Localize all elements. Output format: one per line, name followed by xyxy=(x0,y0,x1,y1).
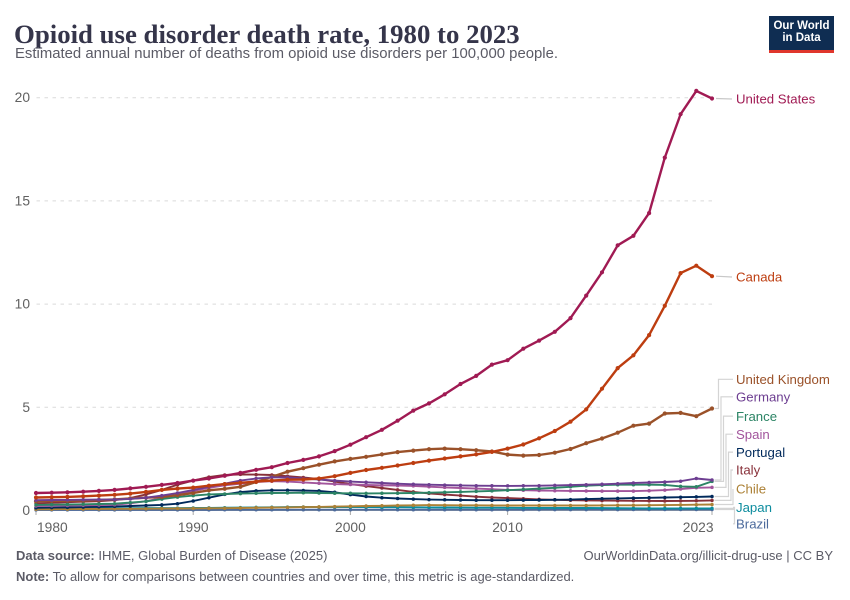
svg-text:2023: 2023 xyxy=(683,520,714,535)
svg-text:20: 20 xyxy=(15,90,31,105)
svg-text:1990: 1990 xyxy=(178,520,209,535)
svg-text:Brazil: Brazil xyxy=(736,517,769,532)
svg-text:Canada: Canada xyxy=(736,270,783,285)
svg-text:Germany: Germany xyxy=(736,390,791,405)
svg-text:Chile: Chile xyxy=(736,482,766,497)
svg-text:Japan: Japan xyxy=(736,500,772,515)
svg-text:10: 10 xyxy=(15,297,31,312)
svg-text:Spain: Spain xyxy=(736,427,770,442)
svg-text:1980: 1980 xyxy=(37,520,68,535)
svg-text:Italy: Italy xyxy=(736,463,761,478)
svg-text:France: France xyxy=(736,409,777,424)
svg-text:0: 0 xyxy=(22,503,30,518)
svg-text:Portugal: Portugal xyxy=(736,445,785,460)
svg-text:2010: 2010 xyxy=(492,520,523,535)
svg-text:15: 15 xyxy=(15,193,31,208)
svg-text:United States: United States xyxy=(736,92,816,107)
svg-text:2000: 2000 xyxy=(335,520,366,535)
svg-text:5: 5 xyxy=(22,400,30,415)
svg-text:United Kingdom: United Kingdom xyxy=(736,372,830,387)
